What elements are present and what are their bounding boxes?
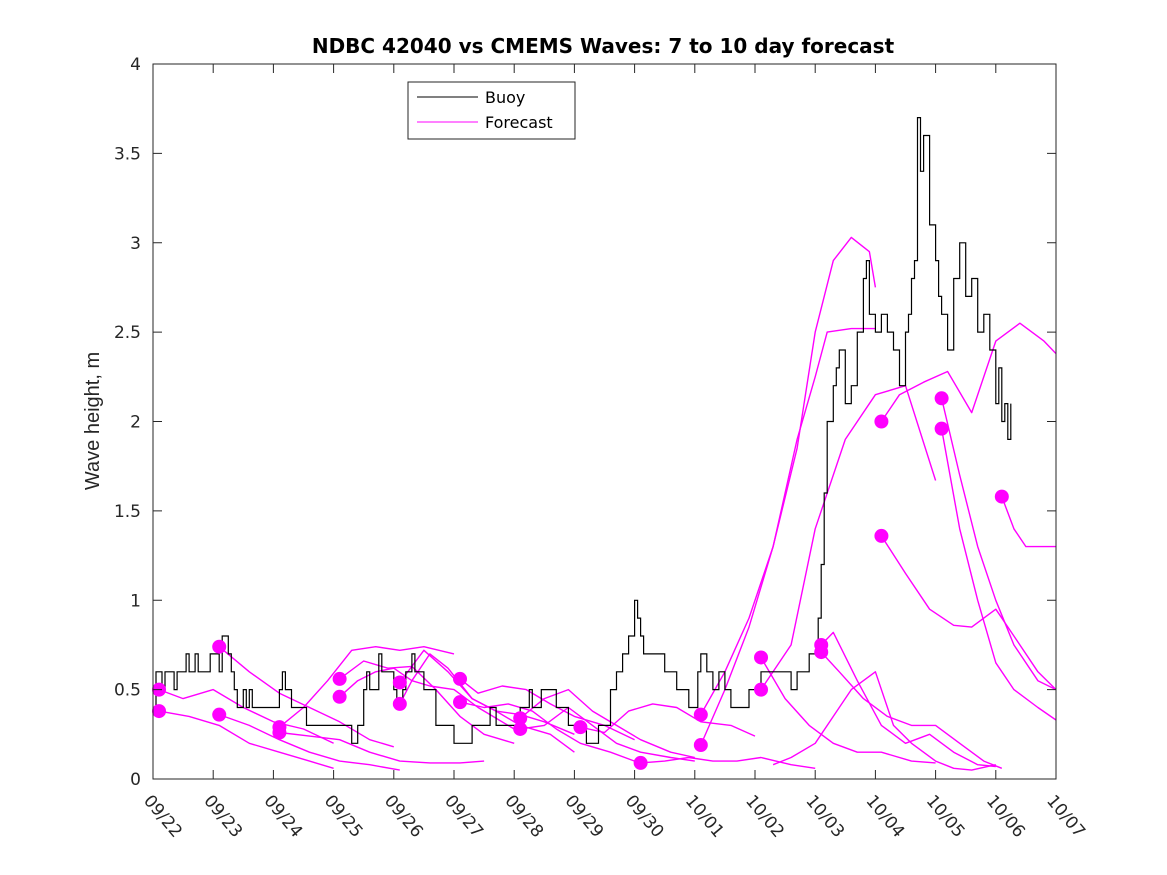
x-tick-label: 09/29	[561, 791, 608, 841]
forecast-start-marker-14	[573, 720, 588, 735]
forecast-start-marker-22	[874, 414, 889, 429]
forecast-start-marker-9	[392, 696, 407, 711]
buoy-series-layer	[153, 117, 1012, 744]
forecast-start-marker-24	[934, 391, 949, 406]
forecast-line-27	[772, 671, 996, 771]
x-tick-label: 09/30	[621, 791, 668, 841]
forecast-line-17	[700, 236, 877, 746]
forecast-start-marker-16	[693, 707, 708, 722]
chart-title: NDBC 42040 vs CMEMS Waves: 7 to 10 day f…	[312, 34, 895, 58]
forecast-line-1	[158, 710, 334, 769]
forecast-start-marker-10	[453, 671, 468, 686]
x-tick-label: 09/26	[380, 791, 427, 841]
x-tick-label: 10/05	[922, 791, 969, 841]
x-tick-label: 09/23	[199, 791, 246, 841]
forecast-start-marker-1	[152, 704, 167, 719]
x-tick-label: 09/22	[139, 791, 186, 841]
x-tick-label: 10/06	[982, 791, 1029, 841]
forecast-start-marker-26	[994, 489, 1009, 504]
x-tick-label: 10/02	[741, 791, 788, 841]
y-tick-label: 3.5	[114, 144, 141, 164]
forecast-start-marker-15	[633, 755, 648, 770]
forecast-start-marker-8	[392, 675, 407, 690]
forecast-line-3	[218, 713, 400, 771]
forecast-line-10	[459, 678, 635, 741]
forecast-line-7	[339, 667, 515, 730]
forecast-start-marker-2	[212, 639, 227, 654]
y-axis: 0 0.5 1 1.5 2 2.5 3 3.5 4	[114, 55, 1056, 790]
forecast-line-21	[820, 651, 1003, 769]
forecast-start-marker-21	[814, 645, 829, 660]
x-tick-label: 10/04	[862, 791, 909, 841]
forecast-line-14	[580, 703, 756, 737]
y-tick-label: 3	[130, 234, 141, 254]
legend-label-buoy: Buoy	[485, 88, 525, 107]
forecast-line-5	[279, 731, 485, 764]
forecast-start-marker-18	[754, 650, 769, 665]
forecast-start-marker-19	[754, 682, 769, 697]
y-tick-label: 4	[130, 55, 141, 75]
forecast-start-marker-25	[934, 421, 949, 436]
forecast-start-marker-13	[513, 721, 528, 736]
buoy-line	[153, 117, 1012, 744]
legend-box	[407, 81, 576, 140]
forecast-line-26	[1001, 496, 1056, 548]
x-tick-label: 10/07	[1042, 791, 1089, 841]
forecast-line-16	[700, 327, 876, 715]
legend: Buoy Forecast	[407, 81, 576, 140]
legend-label-forecast: Forecast	[485, 113, 553, 132]
y-tick-label: 2.5	[114, 323, 141, 343]
y-tick-label: 0.5	[114, 681, 141, 701]
x-tick-label: 09/25	[320, 791, 367, 841]
forecast-line-19	[760, 385, 937, 690]
forecast-line-2	[218, 646, 394, 748]
forecast-line-13	[520, 706, 695, 762]
forecast-series-layer	[158, 236, 1056, 771]
forecast-line-6	[339, 660, 515, 744]
y-tick-label: 0	[130, 770, 141, 790]
forecast-line-18	[760, 657, 936, 764]
forecast-start-markers	[152, 391, 1009, 770]
forecast-start-marker-6	[332, 671, 347, 686]
forecast-line-22	[880, 322, 1056, 422]
forecast-line-12	[519, 688, 695, 759]
forecast-line-25	[940, 428, 1056, 721]
forecast-start-marker-5	[272, 725, 287, 740]
forecast-line-4	[278, 646, 455, 728]
forecast-line-23	[880, 535, 1056, 691]
x-tick-label: 10/03	[801, 791, 848, 841]
x-tick-label: 09/24	[260, 791, 307, 841]
forecast-line-15	[640, 756, 816, 769]
x-tick-label: 09/27	[440, 791, 487, 841]
y-tick-label: 1.5	[114, 502, 141, 522]
forecast-start-marker-11	[453, 695, 468, 710]
x-tick-label: 09/28	[500, 791, 547, 841]
plot-area	[152, 117, 1056, 771]
forecast-line-20	[820, 631, 996, 768]
y-axis-label: Wave height, m	[82, 352, 104, 490]
forecast-start-marker-12	[513, 711, 528, 726]
forecast-line-24	[940, 398, 1056, 691]
forecast-line-11	[459, 701, 635, 762]
forecast-start-marker-3	[212, 707, 227, 722]
y-tick-label: 2	[130, 413, 141, 433]
y-tick-label: 1	[130, 591, 141, 611]
forecast-start-marker-17	[693, 738, 708, 753]
x-tick-label: 10/01	[681, 791, 728, 841]
forecast-start-marker-23	[874, 528, 889, 543]
forecast-start-marker-7	[332, 689, 347, 704]
